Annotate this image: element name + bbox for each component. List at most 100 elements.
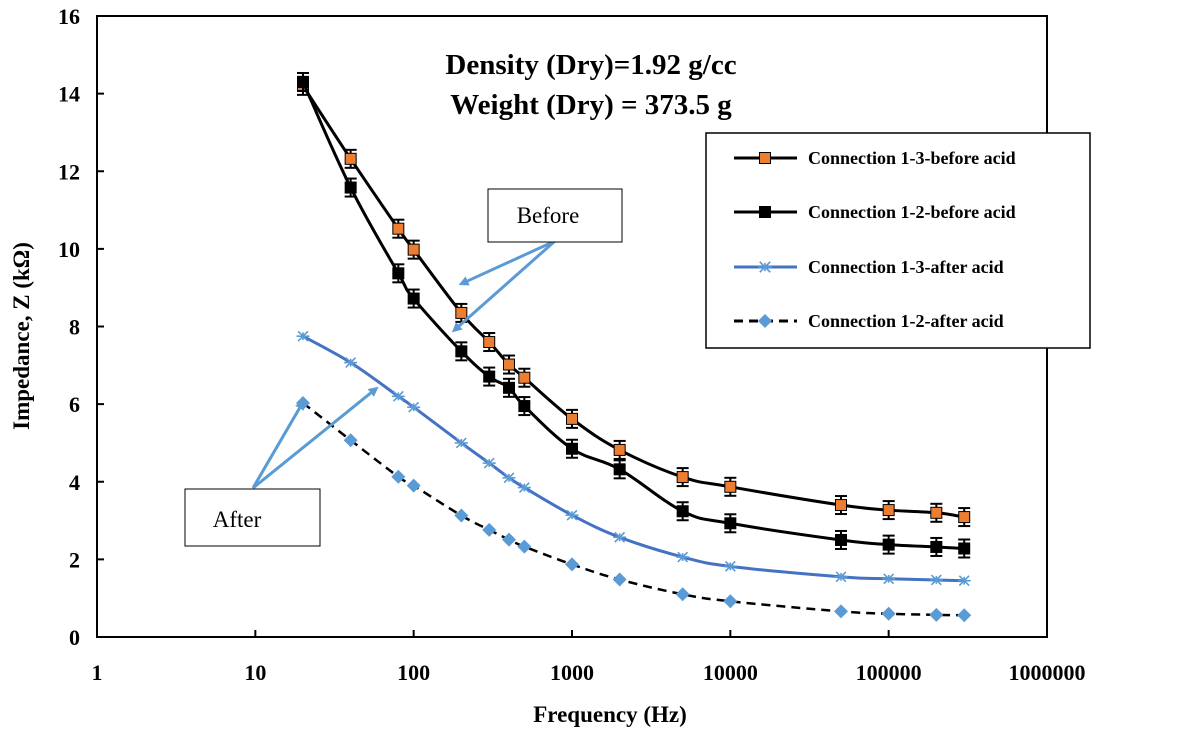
data-point [502, 472, 516, 484]
data-point [482, 457, 496, 469]
data-point [613, 459, 626, 480]
y-tick-label: 0 [69, 625, 80, 650]
data-point [958, 538, 971, 559]
callout-label: After [213, 507, 262, 532]
data-point [344, 177, 357, 198]
legend-marker [758, 314, 772, 328]
data-point [454, 508, 469, 523]
legend-entry-4: Connection 1-2-after acid [734, 311, 1004, 331]
data-point [834, 571, 848, 583]
data-point [723, 560, 737, 572]
callout-box [184, 488, 321, 547]
data-point [454, 437, 468, 449]
data-point [613, 439, 626, 460]
data-point [929, 574, 943, 586]
data-point [835, 495, 848, 516]
x-tick-label: 10000 [703, 660, 758, 685]
chart-title: Density (Dry)=1.92 g/cc Weight (Dry) = 3… [445, 49, 736, 121]
callout-arrow [252, 386, 379, 490]
data-point [613, 531, 627, 543]
x-tick-label: 1000 [550, 660, 594, 685]
callout-arrow [458, 239, 556, 286]
series-line [302, 334, 965, 583]
data-point [930, 502, 943, 523]
legend-label: Connection 1-3-before acid [808, 148, 1016, 168]
y-axis-title: Impedance, Z (kΩ) [9, 242, 34, 430]
series-line [302, 401, 965, 617]
series-layer [295, 71, 972, 623]
legend-marker [758, 261, 772, 273]
callout-arrow [251, 399, 305, 489]
y-tick-label: 4 [69, 470, 80, 495]
y-tick-label: 14 [58, 82, 80, 107]
data-point [455, 302, 468, 323]
data-point [957, 575, 971, 587]
callout-label: Before [517, 203, 580, 228]
series-2 [296, 71, 971, 559]
data-point [675, 587, 690, 602]
data-point [565, 509, 579, 521]
data-point [834, 604, 849, 619]
x-tick-label: 1 [92, 660, 103, 685]
data-point [930, 536, 943, 557]
data-point [391, 390, 405, 402]
callout-box [487, 188, 623, 243]
legend-marker [759, 152, 771, 164]
axis-ticks: 1 10 100 1000 10000 100000 1000000 0 2 4 6 8 10 12 14 1… [58, 4, 1086, 685]
legend-label: Connection 1-2-after acid [808, 311, 1004, 331]
legend-entry-3: Connection 1-3-after acid [734, 257, 1004, 277]
data-point [343, 433, 358, 448]
data-point [882, 534, 895, 555]
data-point [344, 357, 358, 369]
series-3 [296, 330, 971, 587]
data-point [518, 396, 531, 417]
callout-before: Before [451, 188, 623, 333]
annotations: Before After [184, 188, 623, 547]
x-tick-label: 1000000 [1009, 660, 1086, 685]
data-point [958, 507, 971, 528]
x-tick-label: 10 [244, 660, 266, 685]
data-point [723, 594, 738, 609]
data-point [929, 607, 944, 622]
data-point [392, 218, 405, 239]
y-tick-label: 6 [69, 392, 80, 417]
data-point [407, 288, 420, 309]
data-point [455, 341, 468, 362]
data-point [957, 608, 972, 623]
data-point [566, 408, 578, 429]
data-point [676, 551, 690, 563]
data-point [502, 377, 515, 398]
chart-title-line-2: Weight (Dry) = 373.5 g [450, 89, 732, 121]
y-tick-label: 2 [69, 547, 80, 572]
callout-after: After [184, 386, 379, 547]
legend-marker [759, 206, 771, 218]
data-point [724, 476, 737, 497]
data-point [882, 500, 895, 521]
data-point [676, 467, 689, 488]
data-point [407, 401, 421, 413]
data-point [566, 438, 578, 459]
data-point [517, 539, 532, 554]
x-tick-label: 100000 [856, 660, 922, 685]
series-line [301, 85, 965, 519]
y-tick-label: 8 [69, 315, 80, 340]
y-tick-label: 10 [58, 237, 80, 262]
data-point [482, 522, 497, 537]
data-point [392, 263, 405, 284]
data-point [565, 557, 579, 572]
data-point [835, 529, 848, 550]
legend-entry-1: Connection 1-3-before acid [734, 148, 1016, 168]
y-tick-label: 12 [58, 159, 80, 184]
data-point [612, 572, 627, 587]
data-point [407, 239, 420, 260]
series-1 [296, 75, 971, 528]
data-point [724, 513, 737, 534]
legend-box [705, 132, 1091, 349]
data-point [882, 573, 896, 585]
data-point [501, 532, 516, 547]
data-point [676, 501, 689, 522]
data-point [296, 71, 309, 92]
data-point [391, 469, 406, 484]
legend: Connection 1-3-before acid Connection 1-2… [705, 132, 1091, 349]
